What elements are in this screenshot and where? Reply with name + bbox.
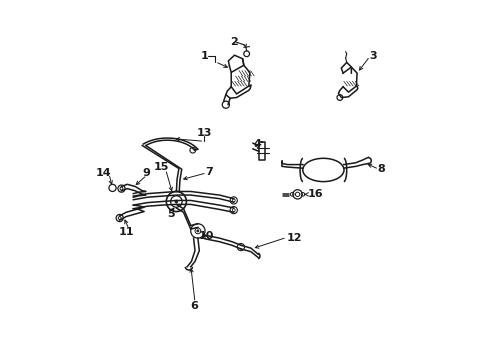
Text: 16: 16 (307, 189, 323, 199)
Text: 6: 6 (190, 301, 198, 311)
Text: 11: 11 (118, 227, 134, 237)
Ellipse shape (302, 158, 344, 181)
Text: 10: 10 (199, 231, 214, 240)
Text: 7: 7 (204, 167, 212, 177)
Text: 4: 4 (253, 139, 261, 149)
Text: 13: 13 (196, 129, 212, 138)
Text: 1: 1 (200, 51, 208, 61)
Text: 15: 15 (153, 162, 169, 172)
Text: 3: 3 (368, 51, 376, 61)
Text: 5: 5 (167, 209, 175, 219)
Text: 9: 9 (142, 168, 149, 178)
Text: 8: 8 (377, 164, 385, 174)
Text: 2: 2 (229, 37, 237, 47)
Circle shape (196, 230, 199, 232)
Text: 12: 12 (286, 233, 302, 243)
Text: 14: 14 (96, 168, 112, 178)
Circle shape (175, 200, 178, 203)
